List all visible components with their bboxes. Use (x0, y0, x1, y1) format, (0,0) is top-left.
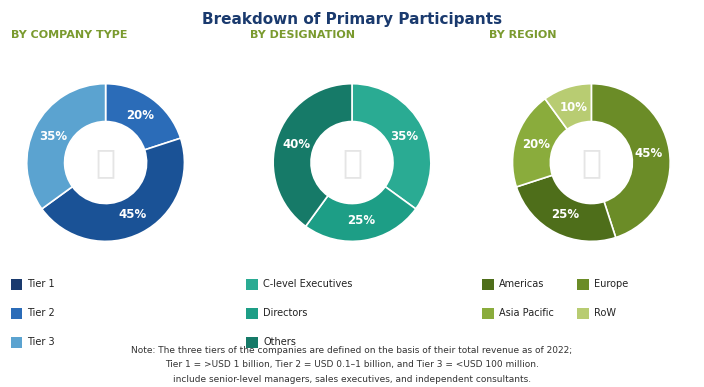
Text: 40%: 40% (282, 138, 310, 151)
Wedge shape (591, 84, 670, 238)
Text: Note: The three tiers of the companies are defined on the basis of their total r: Note: The three tiers of the companies a… (132, 346, 572, 355)
Text: Americas: Americas (499, 279, 544, 289)
Text: Tier 1: Tier 1 (27, 279, 55, 289)
Text: Directors: Directors (263, 308, 308, 319)
Text: Asia Pacific: Asia Pacific (499, 308, 554, 319)
Text: Tier 3: Tier 3 (27, 337, 55, 348)
Text: C-level Executives: C-level Executives (263, 279, 353, 289)
Text: ⬜: ⬜ (582, 146, 601, 179)
Text: 25%: 25% (551, 208, 579, 221)
Wedge shape (513, 99, 567, 187)
Text: ⬜: ⬜ (96, 146, 115, 179)
Wedge shape (352, 84, 431, 209)
Text: 45%: 45% (118, 208, 146, 221)
Wedge shape (273, 84, 352, 226)
Text: 35%: 35% (390, 130, 418, 142)
Wedge shape (516, 175, 616, 241)
Text: BY COMPANY TYPE: BY COMPANY TYPE (11, 30, 127, 40)
Text: Others: Others (263, 337, 296, 348)
Text: 45%: 45% (635, 147, 663, 160)
Text: 10%: 10% (560, 101, 587, 113)
Text: BY DESIGNATION: BY DESIGNATION (250, 30, 355, 40)
Text: 35%: 35% (39, 130, 68, 142)
Text: ⬜: ⬜ (342, 146, 362, 179)
Text: Tier 2: Tier 2 (27, 308, 55, 319)
Wedge shape (42, 138, 184, 241)
Text: Europe: Europe (594, 279, 629, 289)
Text: 20%: 20% (522, 138, 550, 151)
Wedge shape (106, 84, 181, 150)
Wedge shape (306, 187, 416, 241)
Text: include senior-level managers, sales executives, and independent consultants.: include senior-level managers, sales exe… (173, 375, 531, 384)
Text: BY REGION: BY REGION (489, 30, 557, 40)
Wedge shape (27, 84, 106, 209)
Text: Tier 1 = >USD 1 billion, Tier 2 = USD 0.1–1 billion, and Tier 3 = <USD 100 milli: Tier 1 = >USD 1 billion, Tier 2 = USD 0.… (165, 360, 539, 370)
Text: Breakdown of Primary Participants: Breakdown of Primary Participants (202, 12, 502, 27)
Wedge shape (545, 84, 591, 129)
Text: 20%: 20% (126, 109, 154, 122)
Text: RoW: RoW (594, 308, 616, 319)
Text: 25%: 25% (347, 214, 375, 227)
